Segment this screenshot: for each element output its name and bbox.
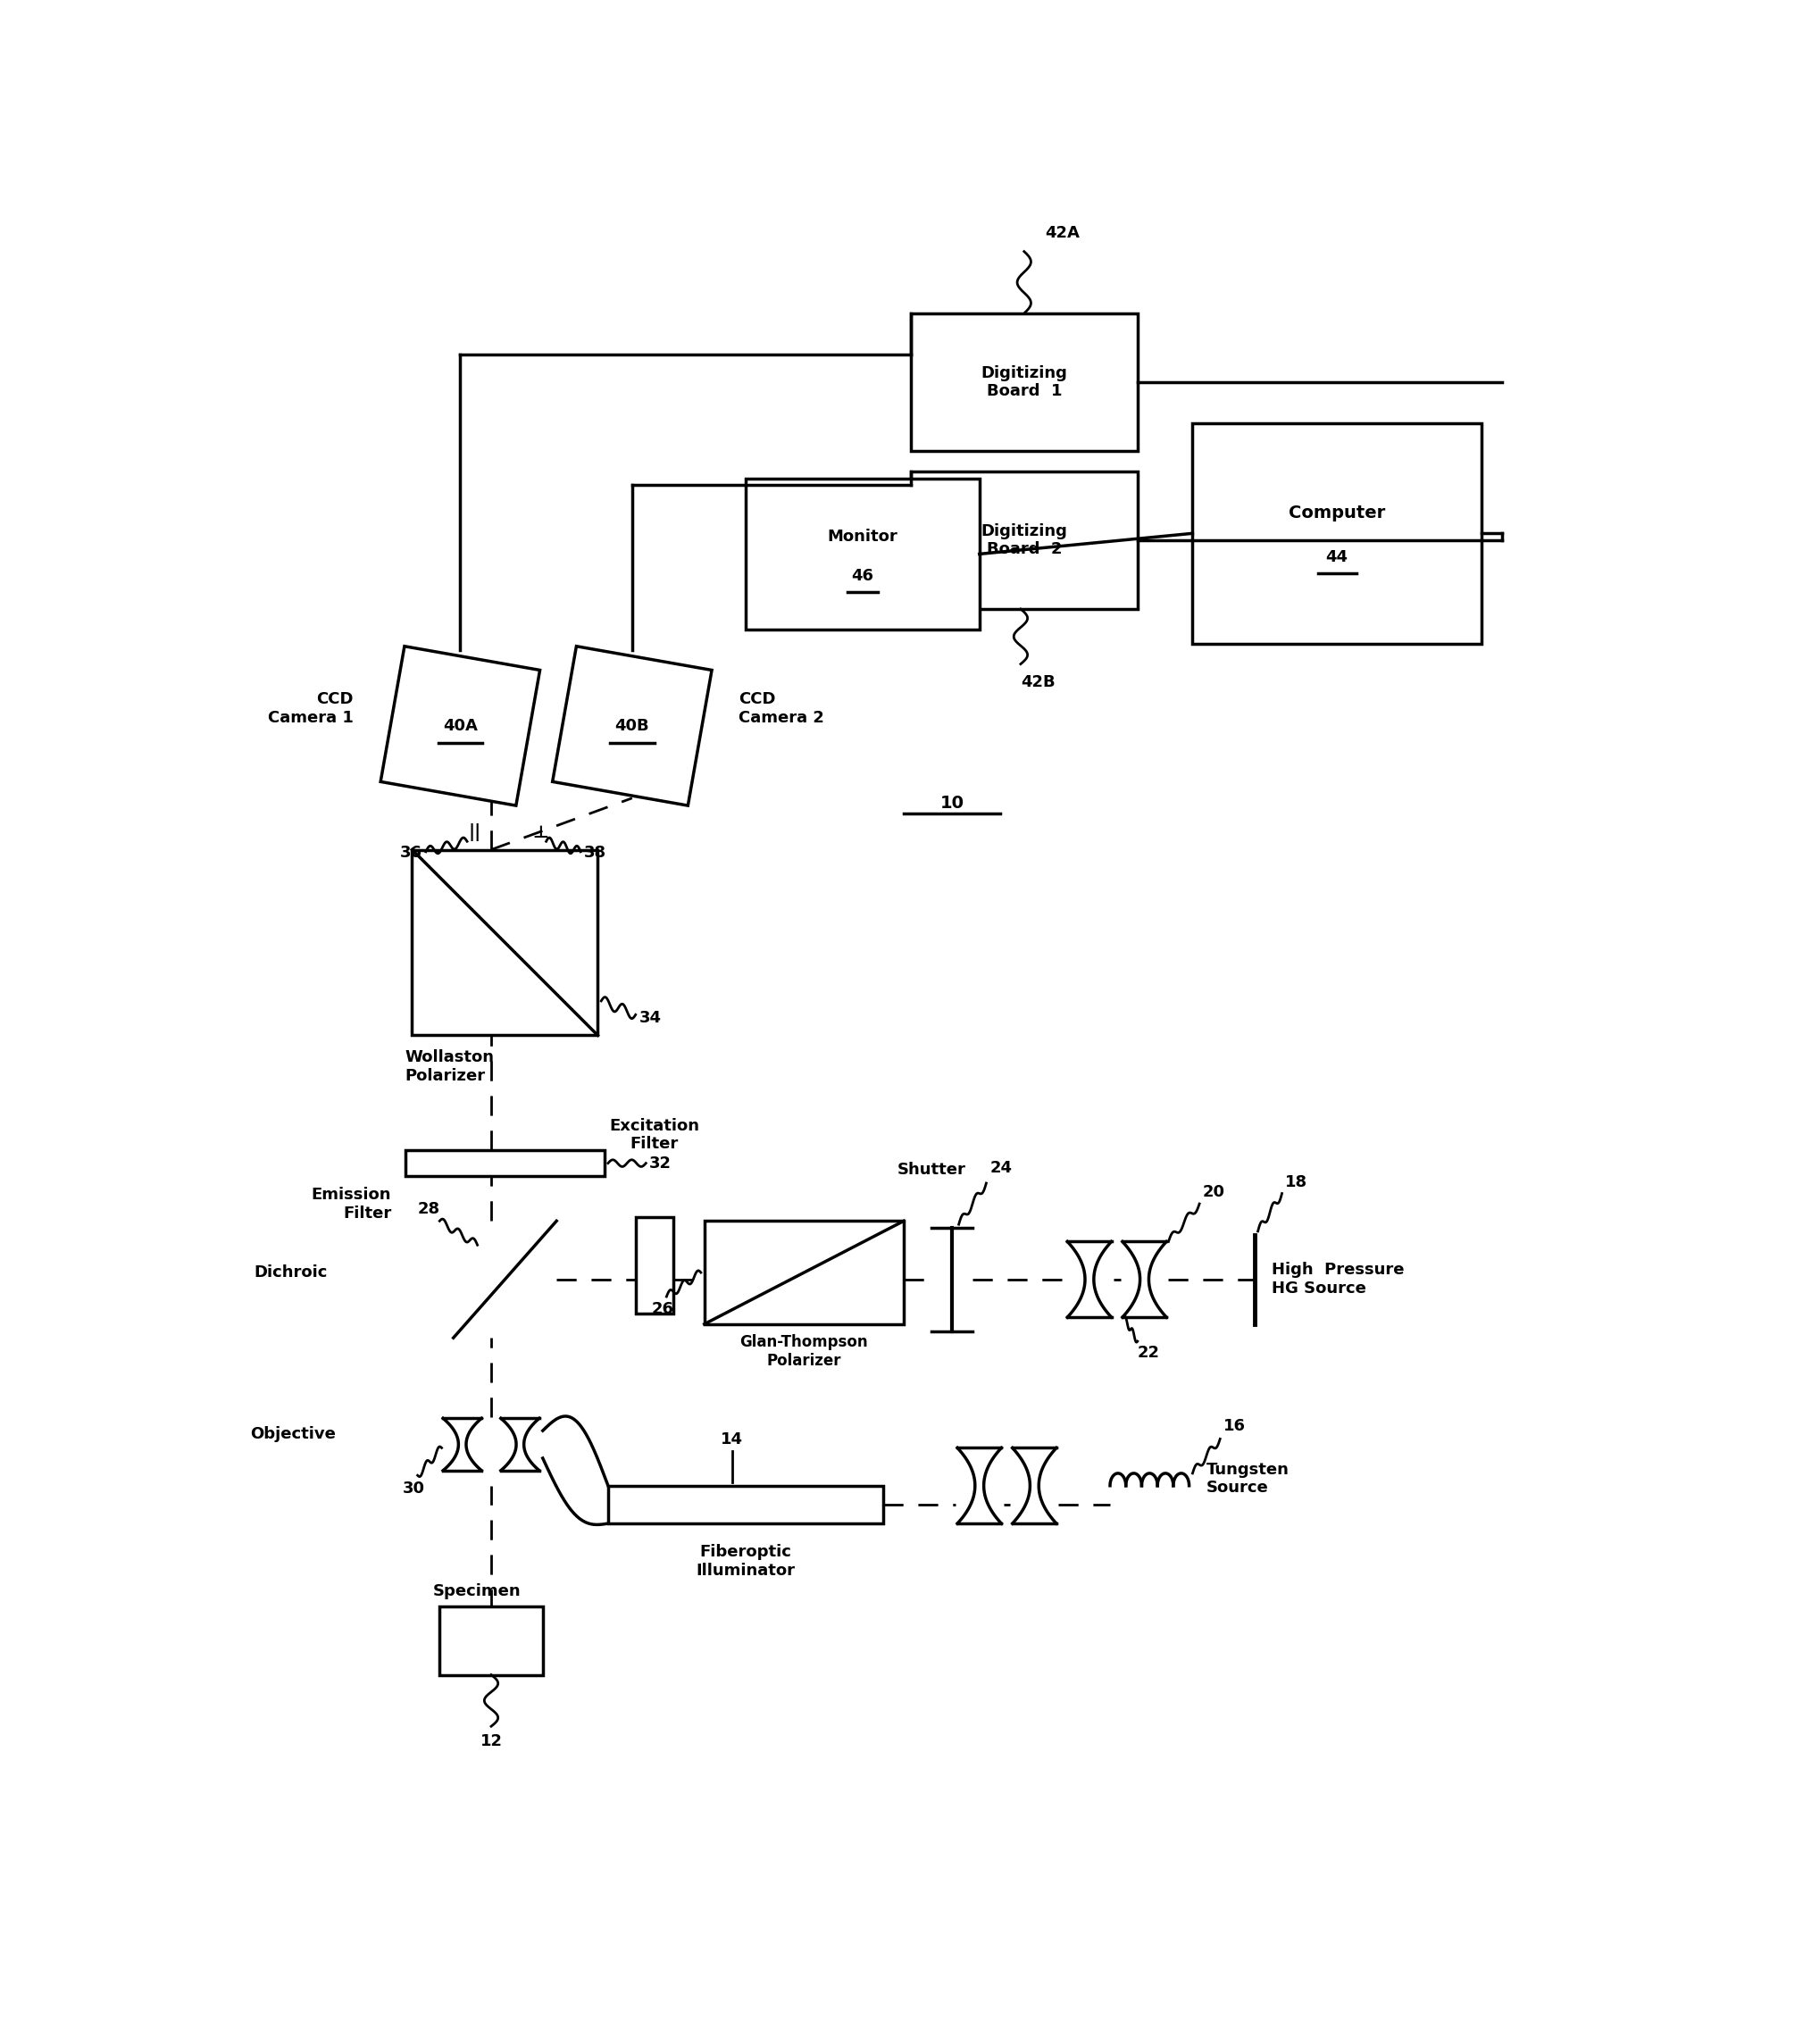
Bar [705,1220,903,1325]
Text: 36: 36 [400,844,422,861]
Bar [413,850,599,1036]
Text: 44: 44 [1325,550,1349,566]
Text: Specimen: Specimen [433,1582,521,1598]
Text: 40A: 40A [444,717,478,734]
Text: 22: 22 [1138,1345,1159,1361]
Text: CCD
Camera 2: CCD Camera 2 [739,691,824,726]
Text: Objective: Objective [251,1427,335,1443]
Bar [608,1486,883,1523]
Text: High  Pressure
HG Source: High Pressure HG Source [1271,1261,1405,1296]
Text: Digitizing
Board  1: Digitizing Board 1 [981,364,1067,399]
Text: 26: 26 [653,1302,674,1318]
Text: 18: 18 [1286,1173,1307,1190]
Bar [746,478,979,630]
Bar [552,646,712,805]
Text: 38: 38 [584,844,606,861]
Text: 42B: 42B [1020,675,1055,691]
Bar [1192,423,1482,644]
Text: 24: 24 [990,1161,1011,1175]
Bar [380,646,539,805]
Text: 14: 14 [721,1431,743,1447]
Text: 16: 16 [1224,1419,1246,1435]
Text: 42A: 42A [1044,225,1080,241]
Text: Emission
Filter: Emission Filter [312,1188,391,1220]
Text: Shutter: Shutter [896,1161,966,1177]
Bar [636,1218,673,1314]
Text: ||: || [469,824,481,842]
Text: 28: 28 [416,1202,440,1218]
Text: Monitor: Monitor [828,529,898,546]
Text: CCD
Camera 1: CCD Camera 1 [269,691,353,726]
Text: Excitation
Filter: Excitation Filter [609,1118,700,1153]
Text: Tungsten
Source: Tungsten Source [1206,1461,1289,1496]
Text: 32: 32 [649,1155,673,1171]
Text: 10: 10 [939,795,965,811]
Text: Dichroic: Dichroic [254,1265,328,1282]
Text: 40B: 40B [615,717,649,734]
Bar [911,313,1138,452]
Text: Computer: Computer [1289,505,1385,521]
Bar [440,1607,543,1674]
Bar [911,472,1138,609]
Text: 46: 46 [851,568,874,585]
Text: Digitizing
Board  2: Digitizing Board 2 [981,523,1067,558]
Text: 34: 34 [638,1010,662,1026]
Text: Wollaston
Polarizer: Wollaston Polarizer [406,1049,494,1083]
Text: 12: 12 [480,1733,503,1750]
Text: Fiberoptic
Illuminator: Fiberoptic Illuminator [696,1543,795,1578]
Text: Glan-Thompson
Polarizer: Glan-Thompson Polarizer [739,1335,869,1369]
Bar [406,1151,604,1175]
Text: ⊥: ⊥ [532,824,548,842]
Text: 20: 20 [1203,1183,1226,1200]
Text: 30: 30 [404,1480,426,1496]
